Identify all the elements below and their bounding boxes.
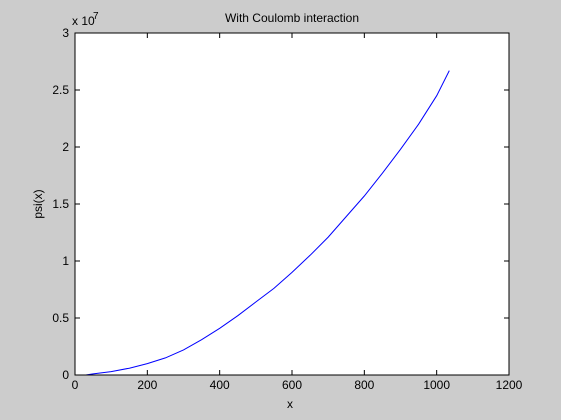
y-axis-label: psi(x) (31, 189, 45, 218)
x-ticks: 0 200 400 600 800 1000 1200 (72, 33, 523, 392)
y-tick-label: 1.5 (52, 197, 69, 211)
y-tick-label: 2.5 (52, 83, 69, 97)
y-tick-label: 3 (62, 26, 69, 40)
x-tick-label: 600 (282, 378, 302, 392)
axes-background (75, 33, 509, 375)
x-tick-label: 1000 (423, 378, 450, 392)
x-tick-label: 1200 (496, 378, 523, 392)
y-tick-label: 2 (62, 140, 69, 154)
x-tick-label: 0 (72, 378, 79, 392)
y-multiplier-base: x 10 (72, 14, 95, 28)
y-tick-label: 0.5 (52, 311, 69, 325)
y-multiplier-exponent: 7 (93, 11, 99, 22)
series-line (85, 70, 450, 376)
y-tick-label: 1 (62, 254, 69, 268)
x-tick-label: 800 (354, 378, 374, 392)
x-axis-label: x (287, 397, 293, 411)
axes-frame (74, 32, 510, 376)
y-tick-label: 0 (62, 368, 69, 382)
y-ticks: 0 0.5 1 1.5 2 2.5 3 (52, 26, 509, 382)
y-axis-multiplier: x 10 7 (72, 11, 99, 28)
chart-title: With Coulomb interaction (225, 11, 359, 25)
x-tick-label: 400 (210, 378, 230, 392)
x-tick-label: 200 (137, 378, 157, 392)
